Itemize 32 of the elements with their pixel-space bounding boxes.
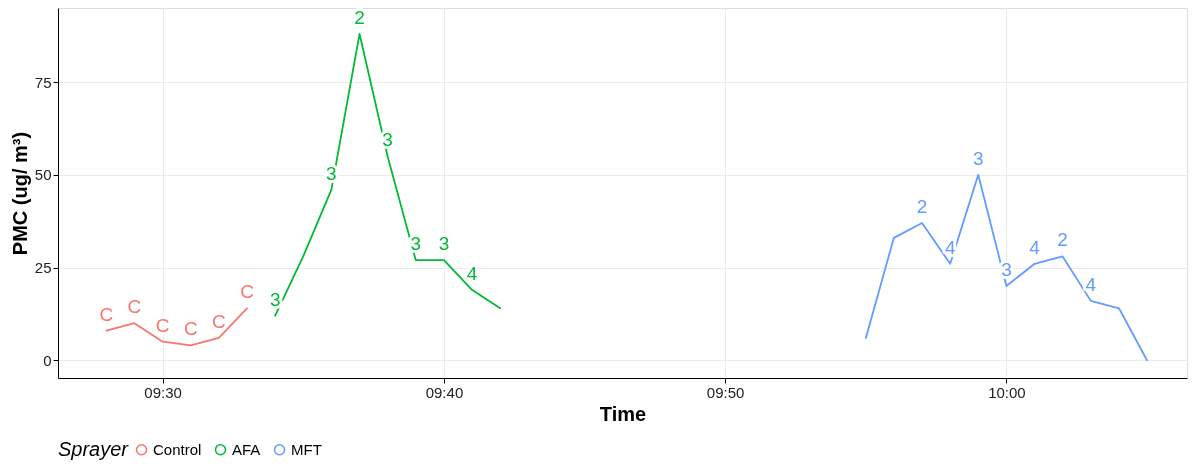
annotation: 3 (410, 233, 422, 255)
x-tick-label: 09:50 (706, 383, 745, 401)
x-tick-label: 09:40 (425, 383, 464, 401)
annotation: C (211, 310, 226, 332)
y-tick-label: 75 (34, 73, 52, 91)
annotation: 3 (972, 147, 984, 169)
annotation: 4 (944, 236, 956, 258)
annotation: 3 (269, 288, 281, 310)
annotation: C (155, 314, 170, 336)
legend-label: AFA (232, 440, 261, 458)
annotation: C (99, 303, 114, 325)
annotation: C (127, 296, 142, 318)
annotation: 4 (1085, 273, 1097, 295)
legend-label: MFT (291, 440, 322, 458)
annotation: 2 (1057, 229, 1068, 251)
legend-title: Sprayer (58, 438, 130, 460)
annotation: C (183, 318, 198, 340)
y-tick-label: 0 (43, 351, 52, 369)
annotation: 2 (354, 6, 365, 28)
annotation: 2 (916, 196, 928, 218)
legend-label: Control (153, 440, 202, 458)
y-tick-label: 50 (34, 166, 52, 184)
x-tick-label: 10:00 (988, 383, 1026, 401)
y-tick-label: 25 (34, 259, 52, 277)
annotation: 3 (438, 233, 450, 255)
annotation: 4 (1029, 236, 1041, 258)
x-axis-title: Time (599, 402, 647, 425)
x-tick-label: 09:30 (144, 383, 182, 401)
y-axis-title: PMC (ug/ m³) (8, 131, 31, 256)
annotation: 4 (466, 262, 478, 284)
annotation: C (240, 281, 254, 303)
line-series (864, 173, 1148, 362)
